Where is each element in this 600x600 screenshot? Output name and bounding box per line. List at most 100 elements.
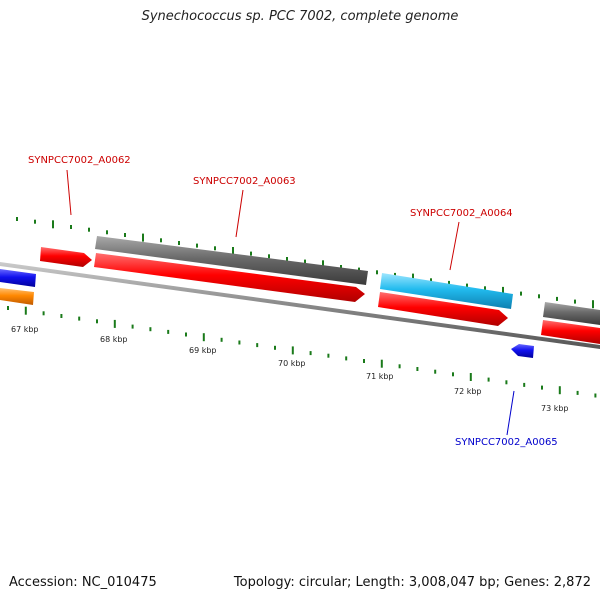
inner-minor-tick <box>416 367 419 371</box>
inner-minor-tick <box>96 319 98 324</box>
outer-major-tick <box>592 300 594 309</box>
inner-major-tick <box>291 346 294 355</box>
outer-minor-tick <box>106 230 108 235</box>
map-title: Synechococcus sp. PCC 7002, complete gen… <box>141 9 459 24</box>
leader-a0063 <box>235 189 244 238</box>
inner-minor-tick <box>42 311 45 316</box>
inner-minor-tick <box>220 337 223 342</box>
outer-minor-tick <box>286 257 288 261</box>
inner-minor-tick <box>238 340 241 345</box>
cds-a0062 <box>40 247 92 267</box>
outer-minor-tick <box>538 294 540 299</box>
inner-minor-tick <box>434 369 437 374</box>
outer-minor-tick <box>268 254 270 259</box>
outer-minor-tick <box>484 286 486 291</box>
tick-label-67: 67 kbp <box>11 325 39 334</box>
outer-minor-tick <box>16 217 18 221</box>
inner-minor-tick <box>309 351 312 356</box>
gene-gray-a0063-outer <box>95 236 368 285</box>
tick-labels: 67 kbp 68 kbp 69 kbp 70 kbp 71 kbp 72 kb… <box>11 325 569 413</box>
tick-label-72: 72 kbp <box>454 387 482 396</box>
inner-minor-tick <box>256 343 259 348</box>
outer-minor-tick <box>340 265 342 269</box>
inner-minor-tick <box>7 306 9 310</box>
accession-text: Accession: NC_010475 <box>9 575 157 590</box>
inner-minor-tick <box>541 385 543 390</box>
inner-minor-tick <box>594 393 597 398</box>
outer-minor-tick <box>304 259 306 264</box>
outer-major-tick <box>502 286 504 295</box>
outer-minor-tick <box>394 272 396 277</box>
label-leaders <box>66 169 515 436</box>
cds-a0063 <box>94 253 365 302</box>
inner-minor-tick <box>487 377 490 382</box>
gene-orange-left <box>0 288 34 305</box>
outer-minor-tick <box>430 278 432 283</box>
inner-minor-tick <box>274 345 276 350</box>
outer-minor-tick <box>88 227 90 232</box>
outer-minor-tick <box>196 243 198 248</box>
outer-minor-tick <box>376 270 378 275</box>
gene-label-a0065: SYNPCC7002_A0065 <box>455 437 558 448</box>
inner-minor-tick <box>452 372 454 377</box>
genome-backbone <box>0 262 600 349</box>
cds-right <box>541 320 600 344</box>
outer-minor-tick <box>34 219 36 224</box>
inner-minor-tick <box>185 332 187 337</box>
inner-minor-tick <box>149 327 152 332</box>
cds-a0064 <box>378 292 508 326</box>
inner-major-tick <box>202 333 205 342</box>
genome-summary: Topology: circular; Length: 3,008,047 bp… <box>233 575 591 590</box>
outer-minor-tick <box>70 225 72 229</box>
outer-minor-tick <box>250 251 252 256</box>
inner-minor-tick <box>327 353 330 358</box>
outer-major-tick <box>142 233 144 242</box>
gene-label-a0062: SYNPCC7002_A0062 <box>28 155 131 166</box>
outer-minor-tick <box>124 233 126 237</box>
outer-major-tick <box>412 273 414 282</box>
outer-minor-tick <box>178 241 180 245</box>
inner-minor-tick <box>363 359 365 363</box>
gene-features <box>0 236 600 358</box>
gene-cyan-a0064 <box>380 273 513 309</box>
gene-gray-right <box>543 302 600 325</box>
inner-minor-tick <box>398 364 401 369</box>
gene-blue-a0065 <box>511 344 534 358</box>
inner-minor-tick <box>345 356 348 361</box>
gene-label-a0063: SYNPCC7002_A0063 <box>193 176 296 187</box>
outer-minor-tick <box>160 238 162 243</box>
inner-major-tick <box>558 386 561 395</box>
leader-a0064 <box>449 221 460 271</box>
gene-label-a0064: SYNPCC7002_A0064 <box>410 208 513 219</box>
outer-minor-tick <box>448 280 450 285</box>
outer-major-tick <box>52 220 54 229</box>
inner-minor-tick <box>78 316 81 321</box>
inner-minor-tick <box>60 314 63 318</box>
inner-minor-tick <box>167 329 170 334</box>
inner-minor-tick <box>576 390 579 395</box>
outer-minor-tick <box>358 267 360 272</box>
inner-major-tick <box>469 373 472 381</box>
tick-label-71: 71 kbp <box>366 372 394 381</box>
inner-minor-tick <box>523 382 526 387</box>
outer-minor-tick <box>520 291 522 296</box>
outer-major-tick <box>322 260 324 269</box>
inner-tick-track <box>7 306 597 398</box>
outer-major-tick <box>232 247 234 255</box>
outer-minor-tick <box>556 296 558 301</box>
inner-major-tick <box>380 359 383 368</box>
inner-major-tick <box>24 306 27 315</box>
tick-label-68: 68 kbp <box>100 335 128 344</box>
inner-minor-tick <box>505 380 508 385</box>
inner-major-tick <box>113 319 116 328</box>
outer-minor-tick <box>466 283 468 288</box>
outer-minor-tick <box>214 246 216 251</box>
outer-tick-track <box>16 217 594 309</box>
inner-minor-tick <box>131 324 134 329</box>
tick-label-70: 70 kbp <box>278 359 306 368</box>
gene-labels: SYNPCC7002_A0062 SYNPCC7002_A0063 SYNPCC… <box>28 155 558 448</box>
leader-a0062 <box>66 169 72 216</box>
tick-label-69: 69 kbp <box>189 346 217 355</box>
leader-a0065 <box>506 390 515 436</box>
